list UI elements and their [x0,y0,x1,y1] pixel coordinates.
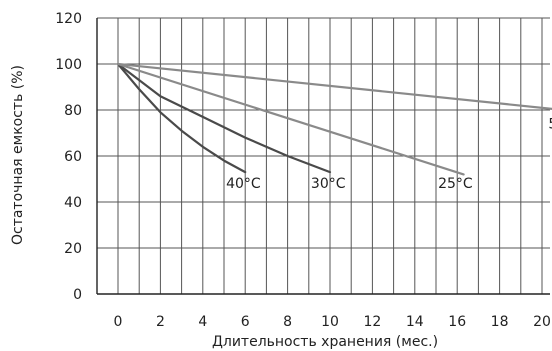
series-line-1 [116,62,332,174]
x-axis-title: Длительность хранения (мес.) [212,334,438,350]
x-tick-label: 4 [198,314,207,330]
series-labels: 40°C 30°C 25°C 5°C [226,116,552,192]
x-tick-label: 8 [283,314,292,330]
series-label-3: 5°C [548,116,552,132]
y-tick-label: 40 [64,195,82,211]
series-lines [116,62,552,176]
x-tick-label: 20 [533,314,551,330]
series-label-2: 25°C [438,176,473,192]
grid [97,17,550,295]
y-tick-label: 80 [64,103,82,119]
series-label-0: 40°C [226,176,261,192]
y-tick-label: 20 [64,241,82,257]
x-tick-label: 0 [114,314,123,330]
y-tick-label: 100 [55,57,82,73]
series-label-1: 30°C [311,176,346,192]
y-tick-label: 0 [73,287,82,303]
y-axis-title: Остаточная емкость (%) [10,65,26,245]
x-tick-label: 14 [406,314,424,330]
x-tick-label: 6 [241,314,250,330]
x-tick-label: 16 [448,314,466,330]
x-tick-labels: 0 2 4 6 8 10 12 14 16 18 20 [114,314,551,330]
x-tick-label: 12 [363,314,381,330]
y-tick-label: 120 [55,11,82,27]
y-tick-label: 60 [64,149,82,165]
x-tick-label: 2 [156,314,165,330]
x-tick-label: 18 [491,314,509,330]
y-tick-labels: 0 20 40 60 80 100 120 [55,11,82,303]
series-line-3 [116,62,552,110]
x-tick-label: 10 [321,314,339,330]
series-line-2 [116,62,465,176]
axes [96,18,550,295]
series-line-0 [116,62,247,174]
